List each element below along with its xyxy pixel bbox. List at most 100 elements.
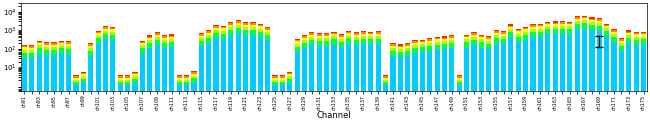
Bar xyxy=(486,41,491,44)
Bar xyxy=(449,38,454,40)
Bar xyxy=(391,43,396,44)
Bar xyxy=(162,43,167,48)
Bar xyxy=(317,46,322,91)
Bar xyxy=(449,40,454,43)
Bar xyxy=(515,30,521,31)
Bar xyxy=(552,26,558,29)
Bar xyxy=(294,44,300,47)
Bar xyxy=(427,46,432,51)
Bar xyxy=(317,38,322,41)
Bar xyxy=(302,43,307,48)
Bar xyxy=(641,33,646,34)
Bar xyxy=(471,37,476,40)
Bar xyxy=(272,82,278,85)
Bar xyxy=(111,32,116,35)
Bar xyxy=(191,71,196,72)
X-axis label: Channel: Channel xyxy=(317,111,352,120)
Bar xyxy=(51,50,57,55)
Bar xyxy=(582,17,587,18)
Bar xyxy=(44,43,49,45)
Bar xyxy=(302,36,307,38)
Bar xyxy=(383,79,388,82)
Bar xyxy=(493,35,499,38)
Bar xyxy=(184,75,189,76)
Bar xyxy=(243,22,248,23)
Bar xyxy=(302,48,307,91)
Bar xyxy=(29,53,34,58)
Bar xyxy=(111,27,116,28)
Bar xyxy=(420,44,425,47)
Bar xyxy=(66,42,72,44)
Bar xyxy=(66,41,72,42)
Bar xyxy=(162,35,167,36)
Bar xyxy=(73,76,79,78)
Bar xyxy=(250,30,255,35)
Bar xyxy=(58,48,64,53)
Bar xyxy=(413,43,418,45)
Bar xyxy=(199,34,204,36)
Bar xyxy=(567,23,573,24)
Bar xyxy=(471,32,476,33)
Bar xyxy=(354,40,359,45)
Bar xyxy=(243,35,248,91)
Bar xyxy=(538,29,543,31)
Bar xyxy=(309,40,315,45)
Bar xyxy=(133,79,138,82)
Bar xyxy=(449,43,454,48)
Bar xyxy=(479,36,484,37)
Bar xyxy=(191,74,196,76)
Bar xyxy=(257,29,263,31)
Bar xyxy=(118,76,123,78)
Bar xyxy=(405,43,410,44)
Bar xyxy=(575,17,580,19)
Bar xyxy=(147,37,152,38)
Bar xyxy=(199,36,204,38)
Bar xyxy=(309,32,315,33)
Bar xyxy=(619,43,624,46)
Bar xyxy=(36,42,42,43)
Bar xyxy=(125,75,130,76)
Bar xyxy=(213,33,218,38)
Bar xyxy=(486,49,491,91)
Bar xyxy=(464,42,469,48)
Bar xyxy=(501,36,506,39)
Bar xyxy=(552,23,558,24)
Bar xyxy=(582,23,587,29)
Bar xyxy=(508,29,514,32)
Bar xyxy=(103,31,108,34)
Bar xyxy=(235,23,240,25)
Bar xyxy=(287,82,292,91)
Bar xyxy=(324,38,329,41)
Bar xyxy=(486,44,491,49)
Bar xyxy=(221,31,226,34)
Bar xyxy=(44,42,49,43)
Bar xyxy=(545,22,551,23)
Bar xyxy=(111,28,116,29)
Bar xyxy=(479,35,484,36)
Bar xyxy=(177,75,182,76)
Bar xyxy=(369,34,373,36)
Bar xyxy=(44,47,49,50)
Bar xyxy=(575,21,580,24)
Bar xyxy=(582,29,587,91)
Bar xyxy=(515,37,521,42)
Bar xyxy=(641,37,646,39)
Bar xyxy=(552,29,558,34)
Bar xyxy=(265,27,270,28)
Bar xyxy=(103,34,108,39)
Bar xyxy=(177,79,182,82)
Bar xyxy=(376,39,381,44)
Bar xyxy=(369,32,373,33)
Bar xyxy=(626,31,631,32)
Bar xyxy=(590,25,595,30)
Bar xyxy=(221,29,226,31)
Bar xyxy=(346,31,351,32)
Bar xyxy=(294,47,300,52)
Bar xyxy=(221,27,226,29)
Bar xyxy=(339,34,344,35)
Bar xyxy=(191,72,196,74)
Bar xyxy=(567,29,573,35)
Bar xyxy=(22,53,27,58)
Bar xyxy=(184,85,189,91)
Bar xyxy=(457,75,462,76)
